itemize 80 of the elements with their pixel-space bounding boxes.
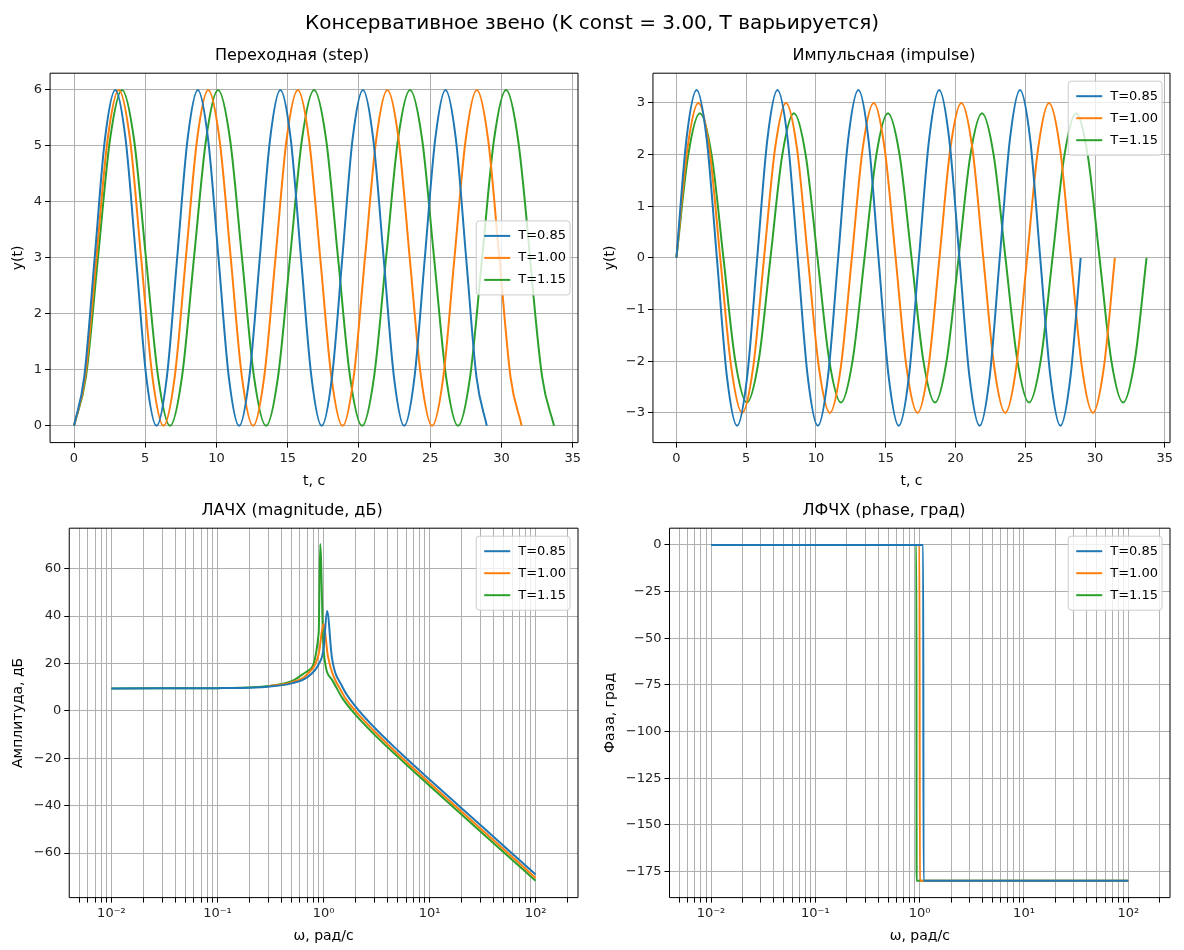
legend-label: T=1.15 (517, 271, 566, 287)
y-tick-label: −40 (33, 797, 62, 813)
legend-label: T=1.00 (1109, 109, 1158, 125)
legend-label: T=0.85 (517, 542, 566, 558)
x-tick-label: 10⁻¹ (801, 904, 830, 920)
x-tick-label: 30 (1086, 449, 1104, 465)
x-tick-label: 15 (279, 449, 297, 465)
x-tick-label: 35 (564, 449, 581, 465)
y-tick-label: 1 (33, 361, 43, 377)
legend-label: T=1.00 (517, 249, 566, 265)
y-tick-label: −100 (625, 722, 662, 738)
x-axis-title: t, с (302, 472, 326, 489)
x-tick-label: 35 (1156, 449, 1174, 465)
y-axis-title: Амплитуда, дБ (9, 657, 26, 769)
x-tick-label: 15 (877, 449, 895, 465)
y-tick-label: 40 (44, 607, 62, 623)
x-tick-label: 10² (1117, 904, 1140, 920)
legend-label: T=0.85 (1109, 542, 1158, 558)
x-tick-label: 10¹ (1013, 904, 1035, 920)
x-tick-label: 0 (69, 449, 79, 465)
y-tick-label: −150 (625, 816, 662, 832)
y-tick-label: 5 (33, 137, 43, 153)
y-axis-title: y(t) (601, 245, 618, 271)
chart-title: Импульсная (impulse) (792, 44, 976, 64)
x-tick-label: 10 (208, 449, 225, 465)
x-axis-title: t, с (900, 472, 923, 489)
x-tick-label: 10⁰ (312, 904, 335, 920)
y-tick-label: 3 (636, 94, 645, 110)
y-tick-label: −175 (625, 862, 662, 878)
y-tick-label: −2 (625, 352, 645, 368)
y-tick-label: −3 (625, 404, 645, 420)
y-tick-label: 0 (33, 417, 43, 433)
y-axis-title: y(t) (9, 245, 26, 271)
y-tick-label: 1 (636, 197, 645, 213)
x-tick-label: 25 (1017, 449, 1034, 465)
x-tick-label: 20 (947, 449, 964, 465)
y-tick-label: 0 (636, 249, 645, 265)
x-tick-label: 10⁻¹ (203, 904, 232, 920)
x-tick-label: 0 (672, 449, 681, 465)
y-tick-label: 0 (653, 536, 662, 552)
legend-label: T=1.00 (517, 564, 566, 580)
y-tick-label: 2 (33, 305, 43, 321)
y-tick-label: 60 (44, 560, 62, 576)
chart-title: ЛФЧХ (phase, град) (802, 499, 966, 519)
y-tick-label: −50 (634, 629, 662, 645)
x-tick-label: 10² (524, 904, 547, 920)
legend-label: T=1.00 (1109, 564, 1158, 580)
legend-label: T=0.85 (1109, 87, 1158, 103)
x-axis-title: ω, рад/с (293, 927, 354, 944)
y-axis-title: Фаза, град (601, 672, 618, 753)
x-axis-title: ω, рад/с (889, 927, 950, 944)
chart-title: ЛАЧХ (magnitude, дБ) (201, 499, 383, 519)
y-tick-label: −25 (634, 583, 662, 599)
y-tick-label: 4 (33, 193, 43, 209)
x-tick-label: 10⁰ (908, 904, 931, 920)
x-tick-label: 10⁻² (97, 904, 126, 920)
text: Консервативное звено (K const = 3.00, T варьируется) (304, 10, 880, 34)
x-tick-label: 30 (493, 449, 510, 465)
x-tick-label: 5 (742, 449, 751, 465)
y-tick-label: −75 (634, 676, 662, 692)
x-tick-label: 10⁻² (696, 904, 726, 920)
x-tick-label: 20 (350, 449, 368, 465)
y-tick-label: −125 (625, 769, 662, 785)
legend-label: T=1.15 (1109, 131, 1158, 147)
y-tick-label: 2 (636, 145, 645, 161)
x-tick-label: 5 (141, 449, 150, 465)
y-tick-label: 0 (52, 702, 62, 718)
x-tick-label: 10¹ (418, 904, 441, 920)
x-tick-label: 10 (807, 449, 825, 465)
y-tick-label: −20 (33, 749, 62, 765)
y-tick-label: −1 (625, 300, 645, 316)
legend-label: T=1.15 (517, 586, 566, 602)
y-tick-label: 3 (33, 249, 43, 265)
y-tick-label: 20 (44, 654, 62, 670)
y-tick-label: −60 (33, 844, 62, 860)
legend-label: T=1.15 (1109, 586, 1158, 602)
x-tick-label: 25 (421, 449, 439, 465)
chart-title: Переходная (step) (214, 44, 370, 64)
legend-label: T=0.85 (517, 227, 566, 243)
y-tick-label: 6 (33, 81, 43, 97)
